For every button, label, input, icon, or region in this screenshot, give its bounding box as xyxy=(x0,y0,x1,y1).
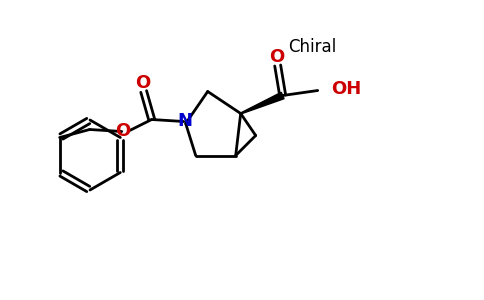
Text: OH: OH xyxy=(331,80,361,98)
Polygon shape xyxy=(241,92,284,114)
Text: O: O xyxy=(269,47,284,65)
Text: Chiral: Chiral xyxy=(288,38,337,56)
Text: N: N xyxy=(177,112,192,130)
Text: O: O xyxy=(115,122,130,140)
Text: O: O xyxy=(135,74,151,92)
